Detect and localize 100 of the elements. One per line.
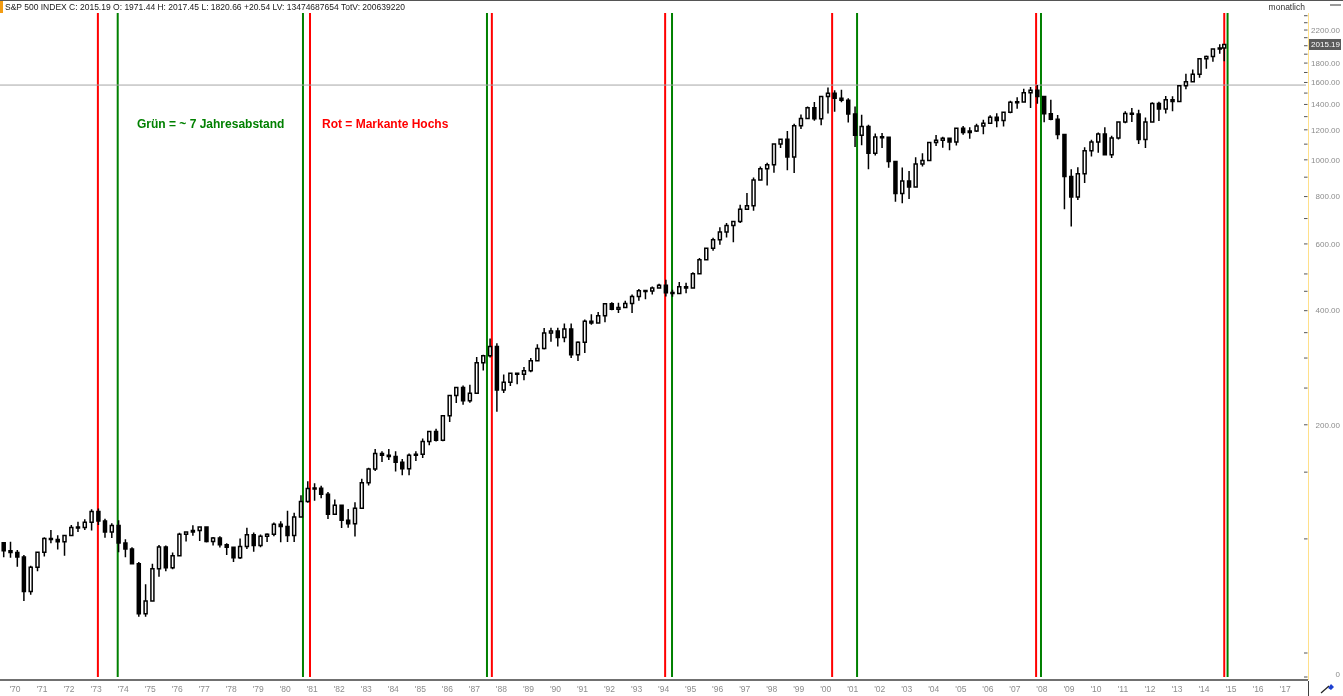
- candlestick: [866, 124, 871, 170]
- x-tick-label: '96: [712, 684, 724, 694]
- x-tick-label: '01: [847, 684, 859, 694]
- candlestick: [920, 152, 925, 168]
- annotation: Grün = ~ 7 Jahresabstand: [137, 117, 285, 131]
- candlestick: [609, 301, 615, 312]
- candlestick: [48, 529, 54, 544]
- x-tick-label: '73: [90, 684, 102, 694]
- x-tick-label: '99: [793, 684, 805, 694]
- annotation: Rot = Markante Hochs: [322, 117, 449, 131]
- candlestick: [737, 204, 743, 224]
- candlestick: [1028, 86, 1033, 109]
- candlestick: [163, 544, 169, 573]
- candlestick: [521, 366, 527, 382]
- candlestick: [832, 89, 837, 113]
- candlestick: [575, 340, 581, 362]
- x-tick-label: '89: [522, 684, 535, 694]
- candlestick: [1075, 166, 1081, 201]
- chart-title: S&P 500 INDEX C: 2015.19 O: 1971.44 H: 2017.45 L: 1820.66 +20.54 LV: 13474687654 TotV: 200639220: [5, 2, 406, 12]
- x-tick-label: '88: [495, 684, 508, 694]
- candlestick: [548, 327, 554, 343]
- y-tick-label: 1400.00: [1311, 100, 1341, 110]
- y-tick-label: 0: [1335, 669, 1341, 679]
- candlestick: [562, 322, 567, 344]
- candlestick: [359, 478, 365, 510]
- candlestick: [352, 501, 358, 538]
- candlestick: [413, 450, 419, 462]
- candlestick: [663, 278, 669, 298]
- candlestick: [805, 105, 810, 120]
- candlestick: [379, 450, 385, 463]
- candlestick: [1109, 135, 1114, 159]
- x-tick-label: '94: [658, 684, 670, 694]
- candlestick: [886, 136, 891, 169]
- candlestick: [818, 95, 824, 127]
- candlestick: [751, 176, 756, 212]
- candlestick: [893, 160, 898, 203]
- candlestick: [231, 546, 236, 563]
- candlestick: [798, 113, 804, 130]
- candlestick: [514, 372, 520, 385]
- x-tick-label: '06: [982, 684, 994, 694]
- candlestick: [1150, 101, 1155, 123]
- y-tick-label: 600.00: [1315, 239, 1341, 249]
- candlestick: [623, 299, 628, 309]
- candlestick: [312, 482, 317, 502]
- candlestick: [224, 542, 229, 556]
- candlestick: [345, 508, 351, 529]
- x-tick-label: '77: [198, 684, 211, 694]
- candlestick: [947, 137, 952, 151]
- x-tick-label: '92: [603, 684, 616, 694]
- candlestick: [82, 518, 88, 531]
- x-tick-label: '16: [1252, 684, 1264, 694]
- candlestick: [123, 538, 128, 558]
- candlestick: [839, 89, 844, 103]
- candlestick: [987, 114, 993, 125]
- candlestick: [683, 281, 689, 294]
- x-tick-label: '98: [766, 684, 778, 694]
- candlestick: [474, 356, 479, 395]
- candlestick: [217, 535, 223, 549]
- candlestick: [258, 533, 263, 549]
- candlestick: [1008, 100, 1013, 114]
- candlestick: [1177, 84, 1182, 103]
- candlestick: [318, 485, 324, 500]
- x-tick-label: '75: [144, 684, 156, 694]
- candlestick: [136, 561, 142, 618]
- candlestick: [595, 311, 601, 325]
- candlestick: [650, 285, 655, 296]
- candlestick: [285, 510, 290, 543]
- candlestick: [744, 192, 750, 211]
- candlestick: [1082, 146, 1087, 184]
- candlestick: [372, 448, 378, 472]
- candlestick: [927, 141, 932, 162]
- candlestick: [1102, 126, 1108, 156]
- candlestick: [704, 247, 709, 262]
- candlestick: [1210, 47, 1216, 63]
- candlestick: [494, 342, 500, 413]
- candlestick: [677, 281, 682, 295]
- candlestick: [366, 467, 371, 487]
- x-tick-label: '79: [252, 684, 265, 694]
- candlestick: [913, 156, 918, 188]
- candlestick: [143, 583, 148, 618]
- candlestick: [1143, 116, 1148, 149]
- candlestick: [758, 165, 763, 181]
- candlestick: [197, 525, 202, 542]
- x-tick-label: '90: [549, 684, 562, 694]
- candlestick: [204, 525, 209, 544]
- candlestick: [150, 562, 155, 602]
- x-tick-label: '72: [63, 684, 75, 694]
- candlestick: [656, 283, 662, 290]
- candlestick: [879, 132, 885, 149]
- y-tick-label: 1000.00: [1311, 155, 1341, 165]
- candlestick: [55, 534, 60, 551]
- candlestick: [102, 518, 108, 539]
- y-tick-label: 1200.00: [1311, 125, 1341, 135]
- candlestick: [8, 540, 13, 559]
- candlestick: [724, 222, 729, 239]
- candlestick: [190, 524, 196, 537]
- candlestick: [1136, 108, 1141, 145]
- candlestick: [487, 337, 493, 359]
- x-tick-label: '93: [631, 684, 643, 694]
- candlestick: [1163, 95, 1168, 115]
